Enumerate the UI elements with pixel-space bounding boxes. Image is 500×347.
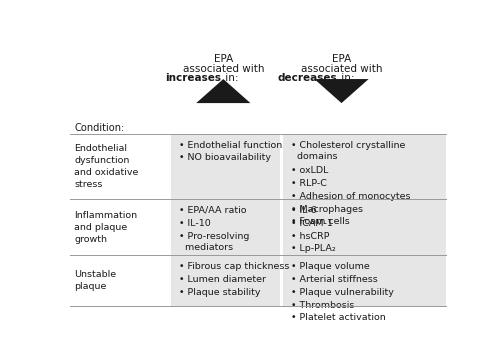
Text: associated with: associated with xyxy=(182,64,264,74)
Text: • RLP-C: • RLP-C xyxy=(291,179,327,188)
Text: Endothelial
dysfunction
and oxidative
stress: Endothelial dysfunction and oxidative st… xyxy=(74,144,138,189)
Text: EPA: EPA xyxy=(214,54,233,64)
Text: • Pro-resolving
  mediators: • Pro-resolving mediators xyxy=(179,231,249,252)
Text: Condition:: Condition: xyxy=(74,123,124,133)
Text: • Thrombosis: • Thrombosis xyxy=(291,301,354,310)
Polygon shape xyxy=(196,79,250,103)
Polygon shape xyxy=(314,79,368,103)
Text: • Arterial stiffness: • Arterial stiffness xyxy=(291,275,378,284)
Text: increases: increases xyxy=(166,73,222,83)
Text: Inflammation
and plaque
growth: Inflammation and plaque growth xyxy=(74,211,137,244)
Bar xyxy=(284,134,446,199)
Text: • Plaque stability: • Plaque stability xyxy=(179,288,260,297)
Text: • EPA/AA ratio: • EPA/AA ratio xyxy=(179,206,246,215)
Text: • Foam cells: • Foam cells xyxy=(291,218,350,227)
Text: • Cholesterol crystalline
  domains: • Cholesterol crystalline domains xyxy=(291,141,406,161)
Text: EPA: EPA xyxy=(332,54,351,64)
Text: • Adhesion of monocytes: • Adhesion of monocytes xyxy=(291,192,410,201)
Text: • Fibrous cap thickness: • Fibrous cap thickness xyxy=(179,262,289,271)
Text: • hsCRP: • hsCRP xyxy=(291,231,330,240)
Bar xyxy=(171,255,280,306)
Text: Unstable
plaque: Unstable plaque xyxy=(74,270,116,291)
Bar xyxy=(284,199,446,255)
Text: in:: in: xyxy=(222,73,238,83)
Text: • Plaque volume: • Plaque volume xyxy=(291,262,370,271)
Text: • Lp-PLA₂: • Lp-PLA₂ xyxy=(291,244,336,253)
Bar xyxy=(171,134,280,199)
Text: • Lumen diameter: • Lumen diameter xyxy=(179,275,266,284)
Text: • IL-6: • IL-6 xyxy=(291,206,317,215)
Text: associated with: associated with xyxy=(301,64,382,74)
Text: • Endothelial function: • Endothelial function xyxy=(179,141,282,150)
Text: • NO bioavailability: • NO bioavailability xyxy=(179,153,271,162)
Text: • Plaque vulnerability: • Plaque vulnerability xyxy=(291,288,394,297)
Text: decreases: decreases xyxy=(278,73,338,83)
Bar xyxy=(284,255,446,306)
Text: • Platelet activation: • Platelet activation xyxy=(291,313,386,322)
Text: • oxLDL: • oxLDL xyxy=(291,166,329,175)
Text: • ICAM-1: • ICAM-1 xyxy=(291,219,333,228)
Text: in:: in: xyxy=(338,73,355,83)
Text: • IL-10: • IL-10 xyxy=(179,219,210,228)
Bar xyxy=(171,199,280,255)
Text: • Macrophages: • Macrophages xyxy=(291,205,363,214)
